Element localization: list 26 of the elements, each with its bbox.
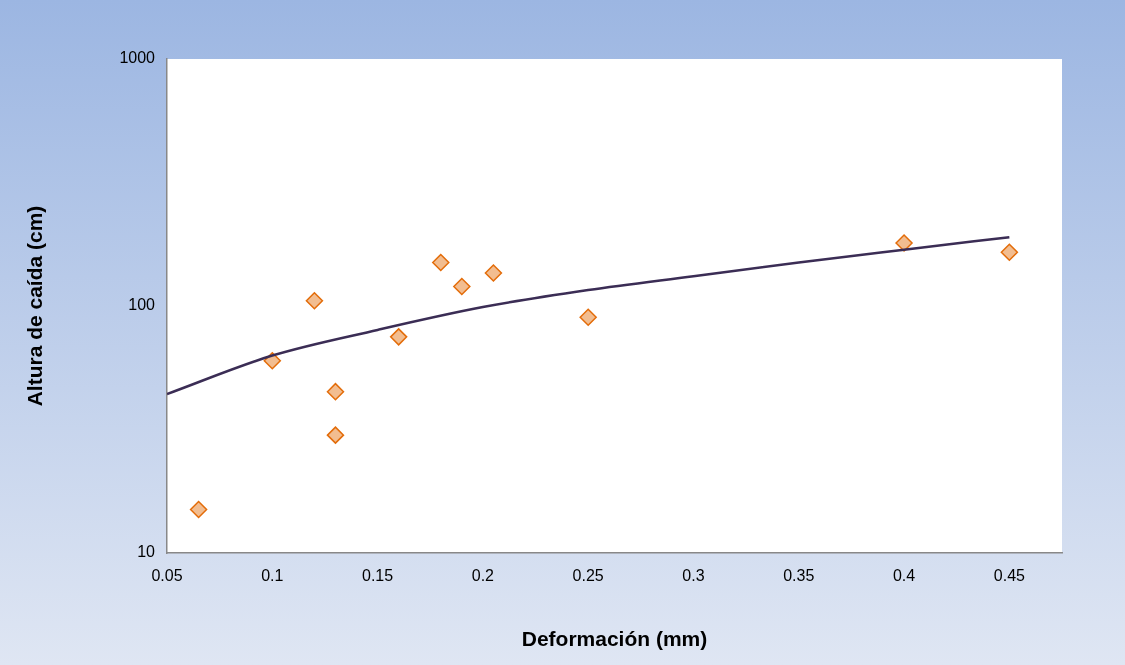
- point: [389, 328, 408, 346]
- y-tick-label: 100: [128, 296, 156, 314]
- y-axis-title: Altura de caída (cm): [23, 205, 47, 407]
- point: [453, 277, 471, 296]
- point: [305, 292, 324, 310]
- x-axis-title: Deformación (mm): [521, 627, 708, 651]
- x-tick-label: 0.45: [993, 567, 1026, 585]
- point: [895, 234, 913, 252]
- point: [484, 264, 503, 282]
- x-tick-label: 0.4: [892, 567, 916, 585]
- y-tick-label: 10: [137, 543, 156, 561]
- point: [1000, 243, 1019, 262]
- line-series: [167, 235, 1011, 396]
- x-tick-label: 0.3: [682, 567, 705, 585]
- point: [432, 253, 450, 272]
- x-tick-label: 0.1: [261, 567, 284, 585]
- x-tick-label: 0.25: [572, 567, 604, 585]
- point: [326, 382, 345, 401]
- point: [579, 308, 597, 327]
- x-tick-label: 0.35: [783, 567, 815, 585]
- x-tick-label: 0.05: [151, 567, 183, 585]
- x-tick-label: 0.15: [362, 567, 394, 585]
- x-tick-label: 0.2: [471, 567, 495, 585]
- point: [189, 500, 208, 519]
- point: [326, 426, 345, 444]
- y-tick-label: 1000: [119, 49, 156, 67]
